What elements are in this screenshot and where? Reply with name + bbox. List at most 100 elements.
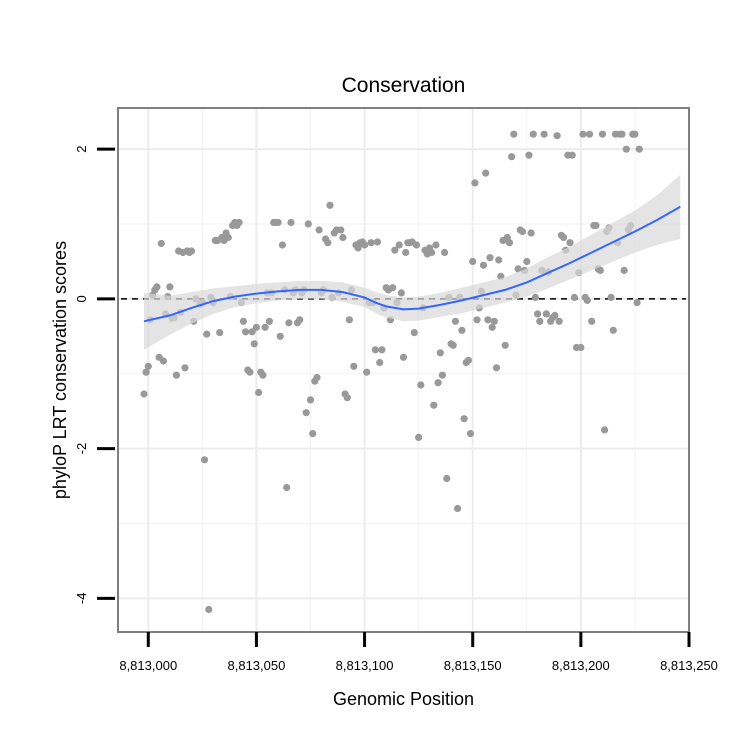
data-point xyxy=(631,130,639,138)
data-point xyxy=(458,326,466,334)
data-point xyxy=(510,130,518,138)
data-point xyxy=(488,323,496,331)
data-point xyxy=(466,430,475,438)
data-point xyxy=(583,296,591,304)
data-point xyxy=(495,256,503,264)
data-point xyxy=(339,233,347,242)
data-point xyxy=(252,323,260,331)
data-point xyxy=(479,261,488,269)
data-point xyxy=(363,368,371,376)
data-point xyxy=(553,132,561,140)
data-point xyxy=(527,229,535,237)
data-point xyxy=(471,179,479,187)
data-point xyxy=(620,266,628,274)
data-point xyxy=(633,299,641,307)
data-point xyxy=(443,474,451,483)
x-tick-label: 8,813,200 xyxy=(552,658,610,673)
data-point xyxy=(555,317,563,325)
data-point xyxy=(529,130,537,138)
data-point xyxy=(588,317,596,325)
data-point xyxy=(326,201,334,209)
data-point xyxy=(514,265,522,273)
data-point xyxy=(371,346,379,354)
data-point xyxy=(337,226,345,234)
data-point xyxy=(441,248,449,257)
data-point xyxy=(417,381,425,389)
data-point xyxy=(410,329,418,337)
data-point xyxy=(250,340,258,348)
data-point xyxy=(242,328,250,336)
data-point xyxy=(469,257,477,266)
data-point xyxy=(224,233,232,242)
data-point xyxy=(484,316,492,324)
data-point xyxy=(428,248,436,257)
data-point xyxy=(412,241,421,249)
data-point xyxy=(278,241,286,249)
data-point xyxy=(376,358,384,367)
data-point xyxy=(274,218,282,227)
data-point xyxy=(265,317,273,325)
data-point xyxy=(142,368,150,376)
data-point xyxy=(373,238,382,246)
data-point xyxy=(203,330,211,338)
data-point xyxy=(609,326,617,334)
data-point xyxy=(492,364,501,372)
data-point xyxy=(434,379,442,387)
data-point xyxy=(438,371,446,379)
data-point xyxy=(391,246,399,254)
data-point xyxy=(389,284,397,292)
data-point xyxy=(397,289,405,297)
data-point xyxy=(315,226,323,234)
data-point xyxy=(596,266,604,274)
data-point xyxy=(473,316,481,324)
data-point xyxy=(309,430,317,438)
data-point xyxy=(259,371,267,379)
data-point xyxy=(296,316,304,324)
chart-title: Conservation xyxy=(342,74,466,97)
x-tick-label: 8,813,000 xyxy=(119,658,177,673)
data-point xyxy=(501,341,509,349)
data-point xyxy=(585,130,594,138)
x-axis-title: Genomic Position xyxy=(333,689,474,709)
data-point xyxy=(181,364,189,372)
data-point xyxy=(592,221,600,230)
data-point xyxy=(159,357,167,365)
x-tick-label: 8,813,100 xyxy=(336,658,394,673)
data-point xyxy=(172,371,180,379)
data-point xyxy=(568,151,576,159)
plot-background xyxy=(118,108,689,632)
y-axis-title: phyloP LRT conservation scores xyxy=(50,241,70,499)
data-point xyxy=(490,317,498,325)
smooth-trend-line xyxy=(143,205,681,323)
data-point xyxy=(246,368,254,376)
data-point xyxy=(399,353,408,361)
data-point xyxy=(276,332,284,340)
data-point xyxy=(283,483,291,492)
data-point xyxy=(144,362,152,370)
data-point xyxy=(361,241,369,249)
data-point xyxy=(255,388,263,397)
data-point xyxy=(345,316,353,324)
data-point xyxy=(157,239,165,248)
data-point xyxy=(187,247,196,255)
data-point xyxy=(378,346,386,354)
data-point xyxy=(534,310,542,318)
data-point xyxy=(607,293,615,301)
data-point xyxy=(343,394,351,402)
data-point xyxy=(449,341,457,349)
plot-border xyxy=(117,107,690,633)
data-point xyxy=(560,233,568,242)
data-point xyxy=(239,317,247,325)
data-point xyxy=(235,218,243,227)
data-point xyxy=(313,373,321,382)
y-tick-label: -2 xyxy=(74,443,89,455)
data-point xyxy=(566,239,574,247)
data-point xyxy=(166,283,174,291)
data-point xyxy=(302,409,310,417)
data-point xyxy=(436,349,444,357)
data-point xyxy=(140,390,148,398)
data-point xyxy=(415,433,423,441)
data-point xyxy=(304,220,312,228)
data-point xyxy=(518,227,527,236)
data-point xyxy=(508,153,516,161)
